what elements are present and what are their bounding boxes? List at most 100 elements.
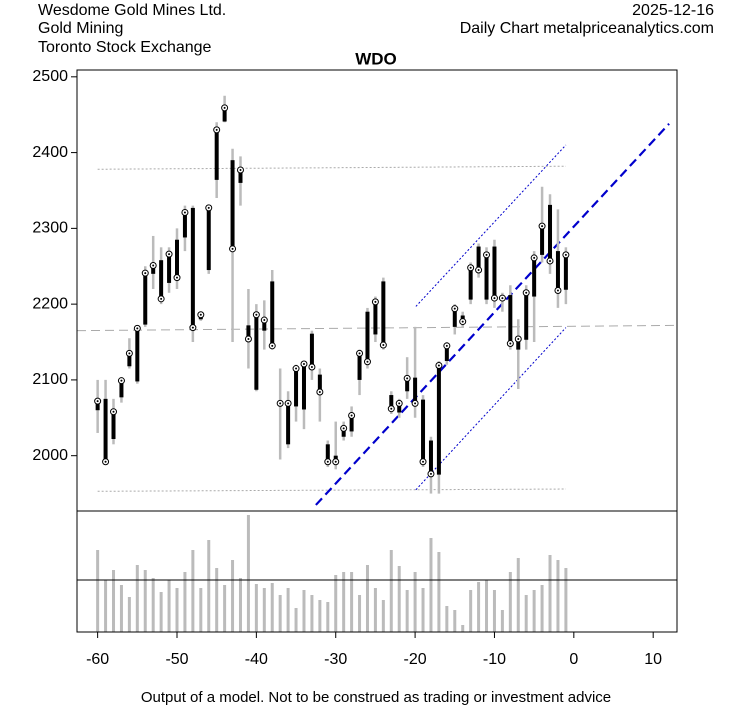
volume-bar — [500, 610, 504, 632]
price-body — [190, 207, 195, 328]
price-body — [484, 254, 489, 300]
price-body — [254, 314, 259, 390]
price-body — [540, 226, 545, 255]
price-body — [246, 325, 251, 339]
volume-bar — [437, 552, 441, 632]
price-body — [373, 301, 378, 335]
close-dot — [350, 414, 353, 417]
price-body — [206, 207, 211, 271]
close-dot — [549, 259, 552, 262]
price-body — [524, 292, 529, 340]
price-body — [159, 260, 164, 299]
price-body — [135, 328, 140, 382]
x-tick-label: -30 — [324, 651, 347, 668]
volume-bar — [381, 600, 385, 632]
volume-bar — [429, 538, 433, 632]
price-body — [548, 204, 553, 261]
volume-bar — [246, 515, 250, 632]
close-dot — [556, 289, 559, 292]
volume-bar — [342, 572, 346, 632]
volume-bar — [516, 558, 520, 632]
close-dot — [509, 342, 512, 345]
close-dot — [287, 402, 290, 405]
chart-title: WDO — [355, 49, 397, 68]
close-dot — [136, 327, 139, 330]
volume-bar — [318, 600, 322, 632]
price-body — [167, 254, 172, 283]
volume-bar — [286, 588, 290, 632]
close-dot — [564, 253, 567, 256]
price-body — [436, 365, 441, 475]
volume-bar — [326, 602, 330, 632]
volume-bar — [564, 568, 568, 632]
price-body — [238, 170, 243, 183]
price-body — [230, 160, 235, 249]
close-dot — [334, 460, 337, 463]
header-right: 2025-12-16 — [632, 2, 714, 19]
close-dot — [366, 360, 369, 363]
price-body — [175, 239, 179, 278]
close-dot — [104, 460, 107, 463]
volume-bar — [397, 566, 401, 632]
y-tick-label: 2000 — [32, 447, 68, 464]
x-tick-label: -10 — [483, 651, 506, 668]
volume-bar — [294, 608, 298, 632]
price-body — [357, 353, 362, 380]
header-left: Toronto Stock Exchange — [38, 39, 212, 56]
close-dot — [279, 402, 282, 405]
volume-bar — [358, 595, 362, 632]
volume-bar — [524, 595, 528, 632]
volume-bar — [373, 588, 377, 632]
price-body — [270, 281, 275, 346]
price-body — [476, 246, 481, 271]
close-dot — [120, 379, 123, 382]
price-body — [294, 368, 299, 407]
price-body — [341, 428, 346, 437]
close-dot — [207, 206, 210, 209]
header-left: Wesdome Gold Mines Ltd. — [38, 2, 226, 19]
close-dot — [493, 297, 496, 300]
price-body — [389, 395, 394, 409]
close-dot — [255, 313, 258, 316]
price-body — [468, 267, 473, 300]
reference-line — [315, 123, 670, 506]
price-body — [405, 378, 410, 392]
volume-bar — [389, 550, 393, 632]
close-dot — [168, 253, 171, 256]
close-dot — [533, 256, 536, 259]
volume-bar — [477, 582, 481, 632]
volume-bar — [159, 592, 163, 632]
price-body — [214, 129, 219, 180]
volume-bar — [231, 560, 235, 632]
volume-bar — [540, 585, 544, 632]
reference-line — [415, 144, 567, 307]
volume-bar — [119, 585, 123, 632]
volume-panel — [96, 515, 568, 632]
price-body — [301, 364, 306, 410]
close-dot — [128, 352, 131, 355]
volume-bar — [556, 560, 560, 632]
price-body — [119, 380, 124, 398]
close-dot — [239, 169, 242, 172]
close-dot — [501, 297, 504, 300]
close-dot — [310, 366, 313, 369]
volume-bar — [215, 568, 219, 632]
close-dot — [215, 128, 218, 131]
price-body — [365, 311, 370, 362]
volume-bar — [532, 590, 536, 632]
volume-bar — [191, 550, 195, 632]
volume-bar — [492, 590, 496, 632]
x-tick-label: 0 — [569, 651, 578, 668]
price-body — [532, 257, 537, 297]
y-tick-label: 2400 — [32, 144, 68, 161]
volume-bar — [548, 555, 552, 632]
close-dot — [398, 402, 401, 405]
close-dot — [414, 402, 417, 405]
y-tick-label: 2500 — [32, 68, 68, 85]
close-dot — [342, 427, 345, 430]
close-dot — [445, 344, 448, 347]
close-dot — [318, 391, 321, 394]
price-body — [555, 251, 560, 291]
close-dot — [112, 410, 115, 413]
